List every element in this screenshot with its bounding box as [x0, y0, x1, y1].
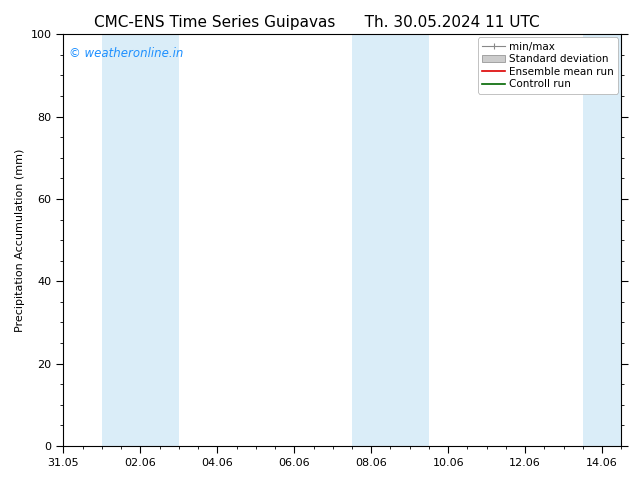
Legend: min/max, Standard deviation, Ensemble mean run, Controll run: min/max, Standard deviation, Ensemble me… [478, 37, 618, 94]
Bar [583, 34, 634, 446]
Bar [352, 34, 429, 446]
Y-axis label: Precipitation Accumulation (mm): Precipitation Accumulation (mm) [15, 148, 25, 332]
Bar [102, 34, 179, 446]
Text: © weatheronline.in: © weatheronline.in [69, 47, 183, 60]
Text: CMC-ENS Time Series Guipavas      Th. 30.05.2024 11 UTC: CMC-ENS Time Series Guipavas Th. 30.05.2… [94, 15, 540, 30]
